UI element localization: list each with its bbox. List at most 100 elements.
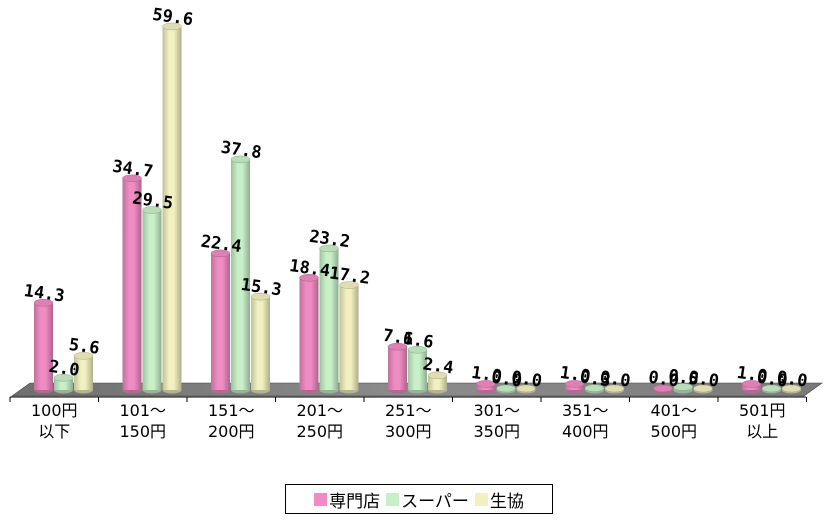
bar: [142, 206, 162, 394]
bar-top: [387, 342, 408, 351]
bar: [673, 383, 693, 394]
bar-top: [319, 244, 339, 253]
bar-top: [693, 384, 713, 393]
bar-top: [33, 299, 54, 307]
bar-top: [230, 155, 251, 164]
data-label: 7.1: [382, 326, 415, 350]
bar: [653, 384, 673, 394]
data-label: 6.6: [402, 329, 435, 353]
bar: [230, 155, 251, 394]
bar: [299, 274, 319, 394]
x-tick-label: 251〜 300円: [385, 401, 432, 441]
data-label: 0.0: [647, 368, 680, 392]
data-label: 0.0: [687, 368, 720, 392]
legend-label-seikyo: 生協: [489, 491, 524, 512]
bar: [781, 384, 802, 394]
bar: [73, 352, 94, 394]
bar: [53, 374, 74, 394]
bar-top: [339, 281, 359, 289]
x-tick-label: 501円以上: [739, 401, 786, 441]
legend-swatch-seikyo: [474, 492, 488, 506]
bar-body: [319, 248, 339, 390]
legend: 専門店 スーパー 生協: [285, 484, 553, 514]
bar: [584, 384, 605, 394]
bar-top: [673, 383, 693, 391]
bar-body: [339, 285, 359, 390]
x-tick-label: 151〜 200円: [208, 401, 255, 441]
bar: [427, 371, 448, 394]
bar-top: [73, 352, 94, 360]
bar-body: [122, 178, 142, 390]
bar: [339, 281, 359, 394]
data-label: 2.0: [48, 357, 81, 381]
x-tick-label: 100円以下: [31, 401, 78, 441]
bar-body: [408, 349, 427, 390]
bar-body: [251, 296, 270, 390]
legend-swatch-senmonten: [314, 492, 328, 506]
bar: [496, 384, 516, 394]
data-label: 0.0: [490, 368, 523, 392]
data-label: 37.8: [220, 138, 263, 164]
bar: [693, 384, 713, 394]
bar: [33, 299, 54, 394]
x-tick-label: 101〜 150円: [119, 401, 166, 441]
bar: [476, 380, 496, 394]
bar-top: [604, 384, 625, 393]
bar-top: [53, 374, 74, 382]
legend-swatch-super: [386, 492, 400, 506]
x-tick-label: 301〜 350円: [473, 401, 520, 441]
data-label: 18.4: [288, 256, 331, 282]
bar-body: [34, 302, 53, 390]
data-label: 0.5: [667, 366, 700, 390]
bar: [741, 380, 762, 394]
legend-label-senmonten: 専門店: [329, 491, 381, 512]
data-label: 14.3: [23, 281, 66, 307]
bar-top: [407, 345, 428, 354]
data-label: 0.0: [599, 368, 632, 392]
bar-body: [388, 346, 407, 390]
data-label: 23.2: [308, 227, 351, 253]
bar: [162, 22, 182, 394]
bar-top: [741, 380, 762, 388]
data-label: 2.4: [422, 354, 455, 378]
bar: [564, 380, 585, 394]
bar-top: [122, 174, 142, 183]
bar-body: [142, 210, 162, 390]
bar-body: [162, 26, 182, 390]
bar-top: [142, 206, 162, 214]
data-label: 1.0: [559, 363, 592, 387]
bar-top: [516, 384, 536, 393]
bar-body: [231, 159, 250, 390]
bar-top: [496, 384, 516, 393]
bar-top: [250, 292, 271, 301]
bar-top: [564, 380, 585, 388]
bar-top: [427, 371, 448, 380]
data-label: 5.6: [68, 335, 101, 359]
bar-top: [299, 274, 319, 282]
bar-body: [428, 375, 447, 390]
legend-item-senmonten: 専門店: [314, 487, 380, 512]
bar-top: [584, 384, 605, 392]
data-label: 59.6: [151, 5, 194, 31]
bar-top: [162, 22, 182, 31]
bar: [250, 292, 271, 394]
x-tick-label: 401〜 500円: [650, 401, 697, 441]
bar: [604, 384, 625, 394]
bar-top: [761, 384, 782, 393]
data-label: 1.0: [736, 363, 769, 387]
data-label: 22.4: [200, 232, 243, 258]
data-label: 0.0: [510, 368, 543, 392]
data-label: 0.0: [776, 368, 809, 392]
legend-label-super: スーパー: [401, 491, 469, 512]
bar-top: [210, 249, 231, 258]
bar-body: [211, 253, 230, 390]
x-tick-label: 201〜 250円: [296, 401, 343, 441]
data-label: 1.0: [470, 363, 503, 387]
bar-body: [299, 277, 319, 390]
data-label: 0.0: [756, 368, 789, 392]
bar: [387, 342, 408, 394]
bar: [407, 345, 428, 394]
bar-top: [476, 380, 496, 388]
